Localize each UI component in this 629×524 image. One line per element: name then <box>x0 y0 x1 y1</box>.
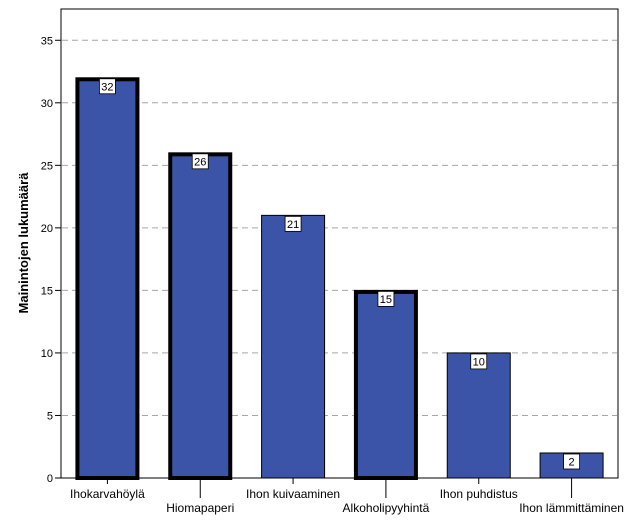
data-label-box <box>377 290 395 307</box>
bar-highlighted <box>75 77 140 481</box>
data-label-box <box>191 153 209 170</box>
y-axis-title: Mainintojen lukumäärä <box>16 172 31 314</box>
data-label: 26 <box>194 156 206 168</box>
bar-highlighted <box>353 289 418 480</box>
y-tick-label: 35 <box>41 35 53 47</box>
data-label-box <box>563 453 580 470</box>
y-tick-label: 20 <box>41 223 53 235</box>
data-label: 32 <box>101 81 113 93</box>
x-axis: Ihokarvahöylä Hiomapaperi Ihon kuivaaminen… <box>70 478 624 515</box>
bar <box>261 214 326 479</box>
gridlines <box>62 39 617 416</box>
category-label: Ihon puhdistus <box>440 487 518 501</box>
y-tick-label: 0 <box>47 473 53 485</box>
bars: 32 26 21 15 10 2 <box>75 77 604 481</box>
y-axis: 0 5 10 15 20 25 30 35 <box>41 35 61 485</box>
bar <box>446 352 511 479</box>
bar-highlighted <box>168 152 233 480</box>
data-label: 10 <box>473 356 485 368</box>
y-tick-label: 5 <box>47 410 53 422</box>
category-label: Ihokarvahöylä <box>70 487 145 501</box>
y-tick-label: 25 <box>41 160 53 172</box>
y-tick-label: 15 <box>41 285 53 297</box>
category-label: Hiomapaperi <box>166 501 234 515</box>
category-label: Ihon kuivaaminen <box>246 487 340 501</box>
category-label: Ihon lämmittäminen <box>519 501 624 515</box>
plot-area <box>60 8 619 479</box>
data-label-box <box>99 78 116 95</box>
data-label: 21 <box>287 219 299 231</box>
data-label: 2 <box>569 456 575 468</box>
data-label: 15 <box>380 294 392 306</box>
data-label-box <box>470 353 488 370</box>
category-label: Alkoholipyyhintä <box>343 501 430 515</box>
data-label-box <box>284 215 302 232</box>
y-tick-label: 30 <box>41 98 53 110</box>
y-tick-label: 10 <box>41 348 53 360</box>
